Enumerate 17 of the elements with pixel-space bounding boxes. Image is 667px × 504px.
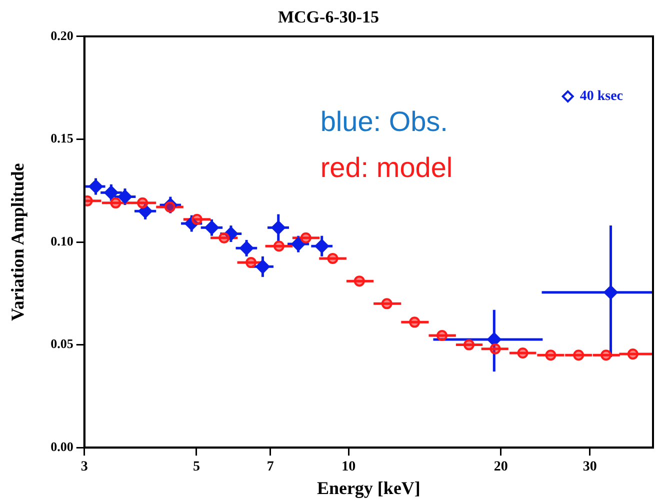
x-axis-title: Energy [keV] <box>316 478 420 498</box>
annotation: blue: Obs. <box>320 106 448 138</box>
x-tick-label: 5 <box>192 460 200 475</box>
y-tick-label: 0.20 <box>50 28 74 43</box>
legend-label: 40 ksec <box>580 89 624 104</box>
x-tick-label: 20 <box>494 460 508 475</box>
y-tick-label: 0.10 <box>50 233 74 248</box>
y-tick-label: 0.15 <box>50 130 74 146</box>
chart-title: MCG-6-30-15 <box>278 8 380 27</box>
x-tick-label: 10 <box>342 460 356 475</box>
annotation: red: model <box>320 152 453 184</box>
x-tick-label: 3 <box>80 460 88 475</box>
y-axis-title: Variation Amplitude <box>7 163 28 321</box>
x-tick-label: 7 <box>266 460 274 475</box>
x-tick-label: 30 <box>582 460 597 475</box>
y-tick-label: 0.05 <box>50 336 74 352</box>
y-tick-label: 0.00 <box>50 438 74 454</box>
